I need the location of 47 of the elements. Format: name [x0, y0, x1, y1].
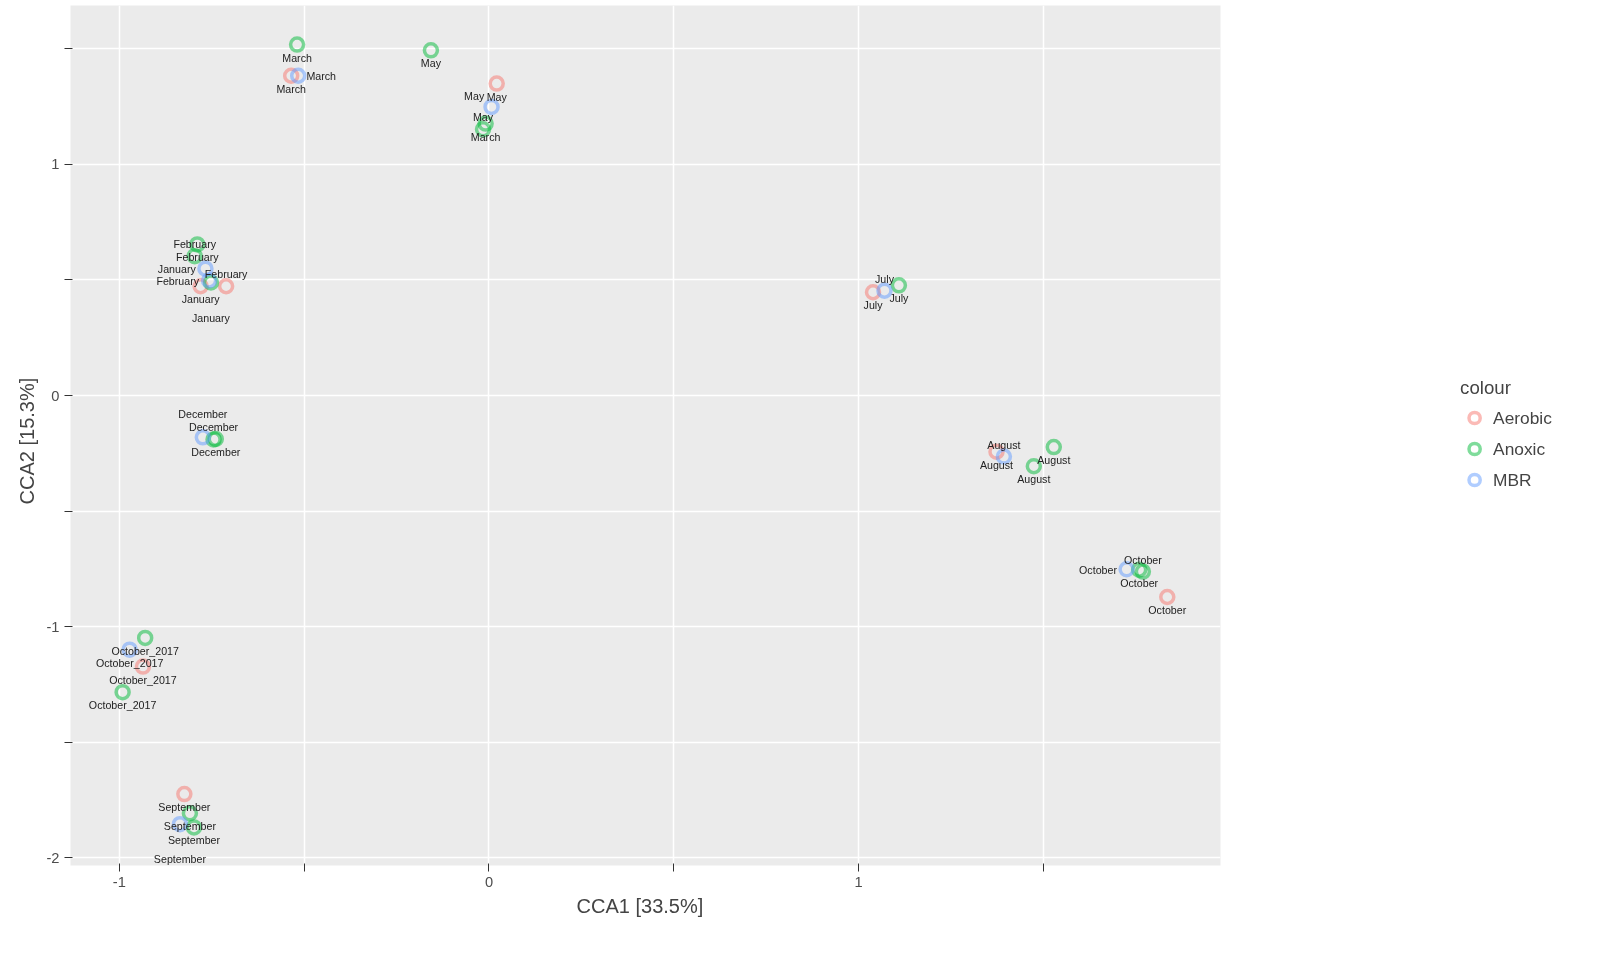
annotation: March	[276, 82, 307, 95]
x-tick-label: -1	[112, 873, 126, 890]
annotation: July	[889, 292, 910, 305]
y-tick-label: 0	[51, 387, 60, 404]
annotation: May	[472, 111, 494, 124]
legend-label: MBR	[1493, 469, 1532, 490]
y-tick-label: -1	[46, 618, 60, 635]
annotation: October_2017	[95, 656, 164, 669]
annotation: December	[178, 408, 228, 421]
annotation: August	[1017, 473, 1051, 486]
annotation: October	[1123, 553, 1163, 566]
annotation: October	[1079, 563, 1118, 576]
y-axis-title: CCA2 [15.3%]	[16, 377, 39, 505]
annotation: December	[188, 421, 239, 434]
annotation: February	[204, 268, 249, 281]
annotation: August	[979, 458, 1014, 471]
annotation: October_2017	[111, 644, 180, 657]
annotation: September	[167, 834, 221, 847]
annotation: September	[158, 801, 211, 814]
annotation: July	[875, 272, 895, 285]
legend-title: colour	[1460, 376, 1512, 399]
annotation: March	[306, 70, 337, 83]
annotation: January	[192, 311, 231, 324]
annotation: December	[191, 445, 241, 458]
annotation: February	[156, 274, 200, 287]
annotation: May	[420, 57, 442, 70]
annotation: March	[282, 51, 312, 64]
annotation: September	[153, 853, 207, 866]
annotation: October	[1148, 604, 1187, 617]
x-tick-label: 1	[854, 873, 863, 890]
annotation: January	[181, 293, 221, 306]
annotation: May	[464, 90, 485, 103]
x-axis-title: CCA1 [33.5%]	[576, 894, 704, 917]
legend-label: Aerobic	[1493, 407, 1552, 428]
y-tick-label: -2	[46, 849, 60, 866]
annotation: January	[157, 263, 197, 276]
legend-label: Anoxic	[1493, 438, 1546, 459]
annotation: August	[1037, 454, 1071, 467]
annotation: August	[987, 438, 1021, 451]
annotation: October	[1120, 576, 1159, 589]
annotation: March	[470, 130, 501, 143]
annotation: July	[863, 299, 884, 312]
annotation: October_2017	[109, 673, 177, 686]
y-tick-label: 1	[51, 156, 60, 173]
x-tick-label: 0	[484, 873, 494, 890]
annotation: October_2017	[88, 699, 157, 712]
annotation: May	[486, 90, 508, 103]
